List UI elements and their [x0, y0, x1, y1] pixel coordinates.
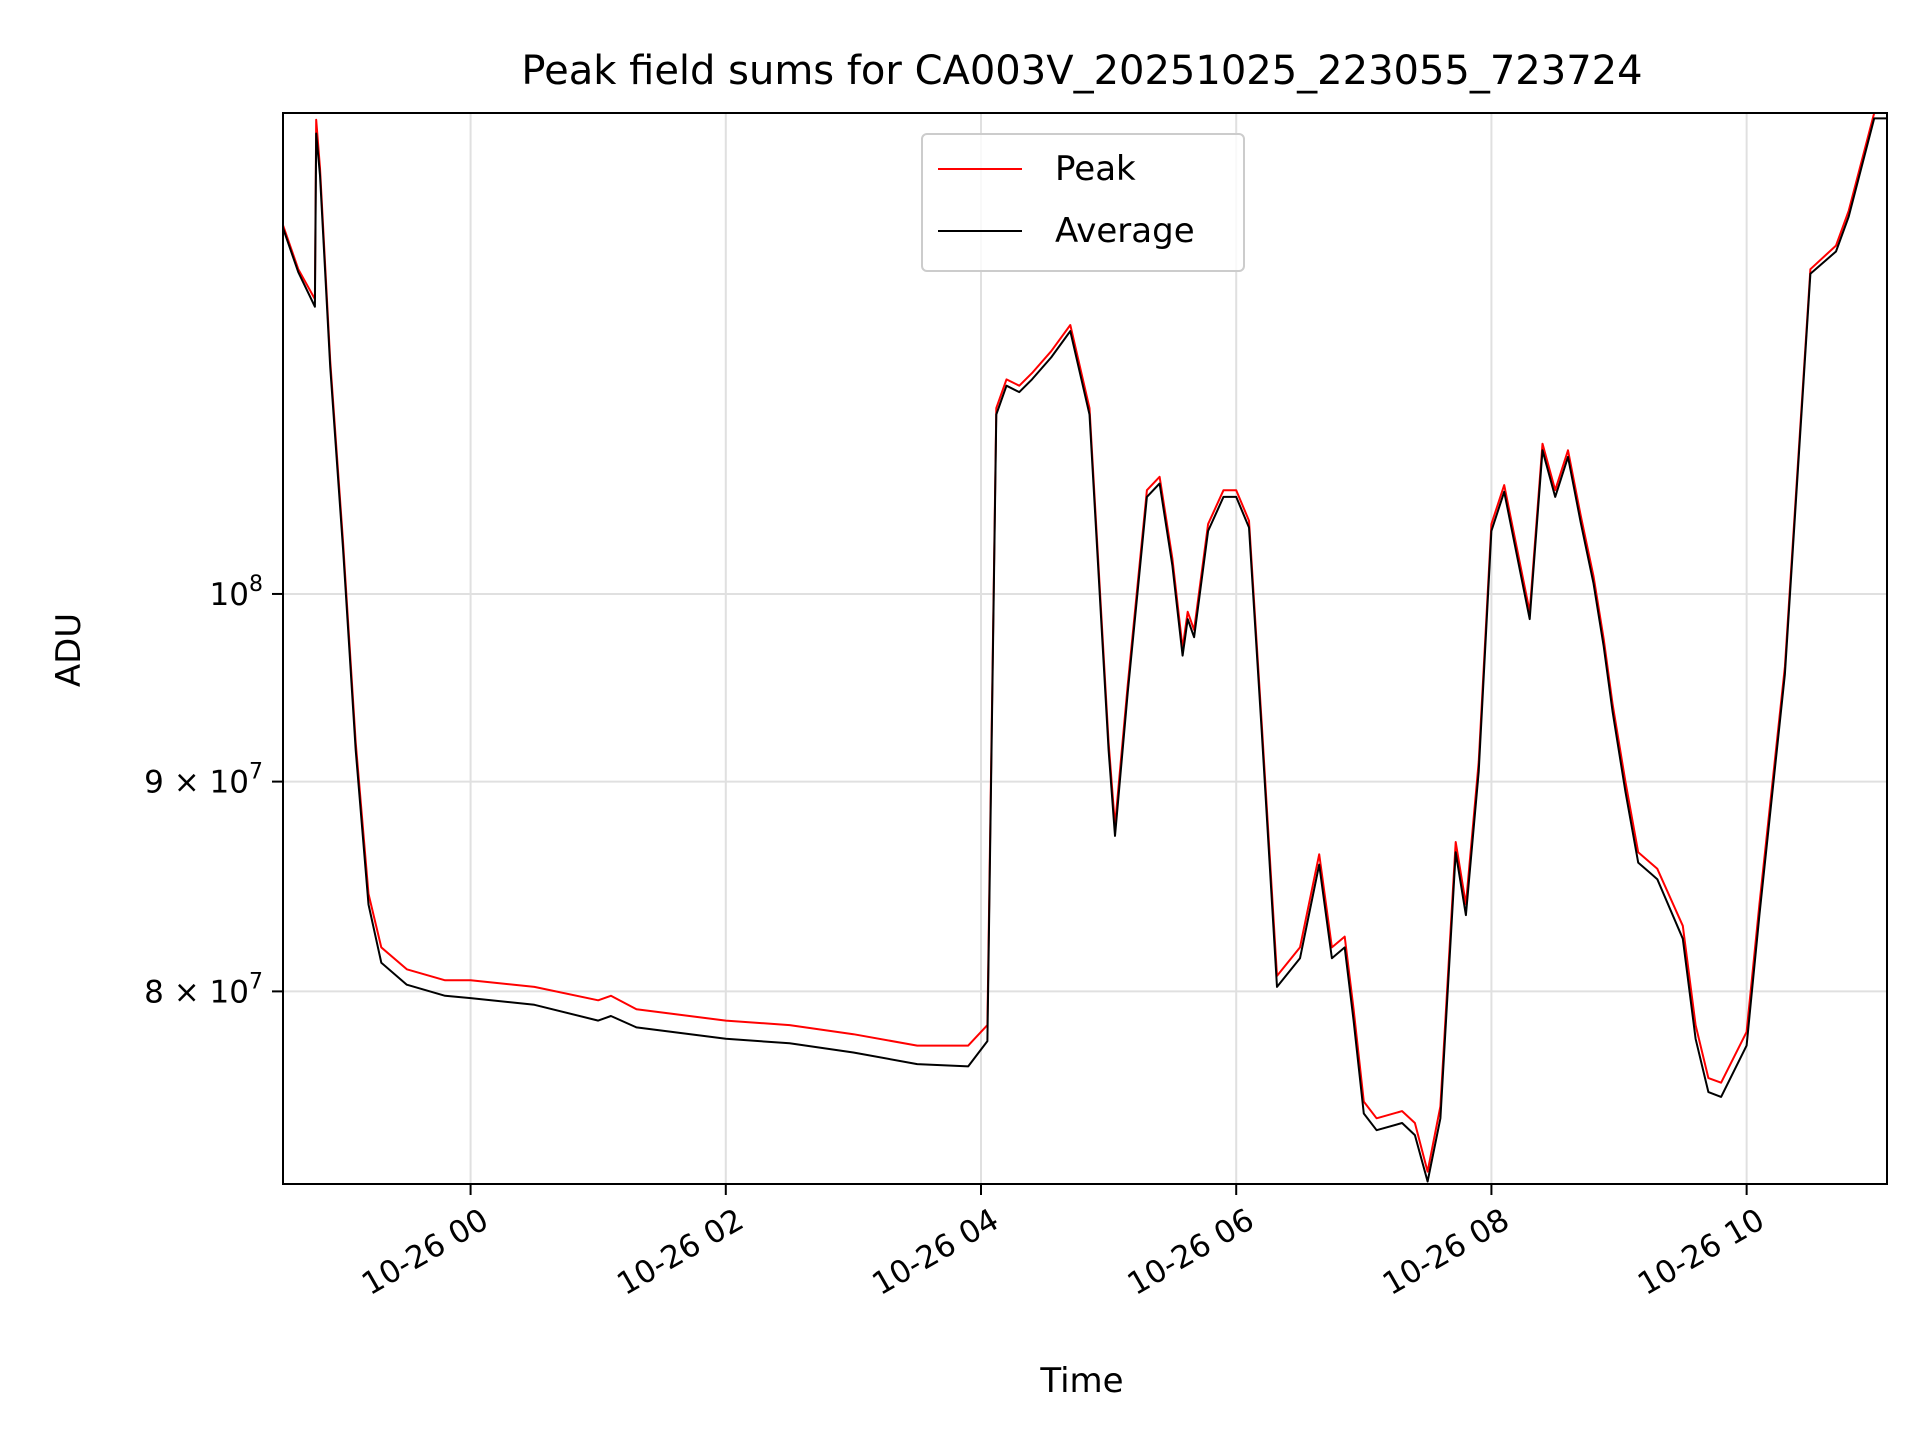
- y-tick-exponent: 7: [249, 969, 263, 994]
- legend-label: Peak: [1055, 149, 1136, 189]
- legend-label: Average: [1055, 211, 1195, 251]
- plot-frame: [282, 112, 1888, 1185]
- y-tick-times-ten: × 10: [164, 765, 249, 801]
- y-tick-label: 108: [210, 572, 263, 613]
- x-axis-label: Time: [1039, 1361, 1123, 1401]
- plot-series: [283, 113, 1887, 1183]
- chart-title: Peak field sums for CA003V_20251025_2230…: [521, 48, 1642, 94]
- y-tick-exponent: 8: [249, 572, 263, 597]
- y-axis-label: ADU: [49, 613, 89, 687]
- y-tick-mantissa: 8: [144, 974, 164, 1010]
- y-tick-times-ten: × 10: [164, 974, 249, 1010]
- peak-line: [283, 113, 1887, 1173]
- y-tick-mantissa: 9: [144, 765, 164, 801]
- average-line: [283, 117, 1887, 1183]
- y-tick-label: 8 × 107: [144, 969, 263, 1010]
- grid: [283, 113, 1887, 1184]
- legend: Peak Average: [921, 133, 1245, 272]
- y-tick-exponent: 7: [249, 760, 263, 785]
- y-tick-label: 9 × 107: [144, 760, 263, 801]
- y-tick-ten: 10: [210, 577, 249, 613]
